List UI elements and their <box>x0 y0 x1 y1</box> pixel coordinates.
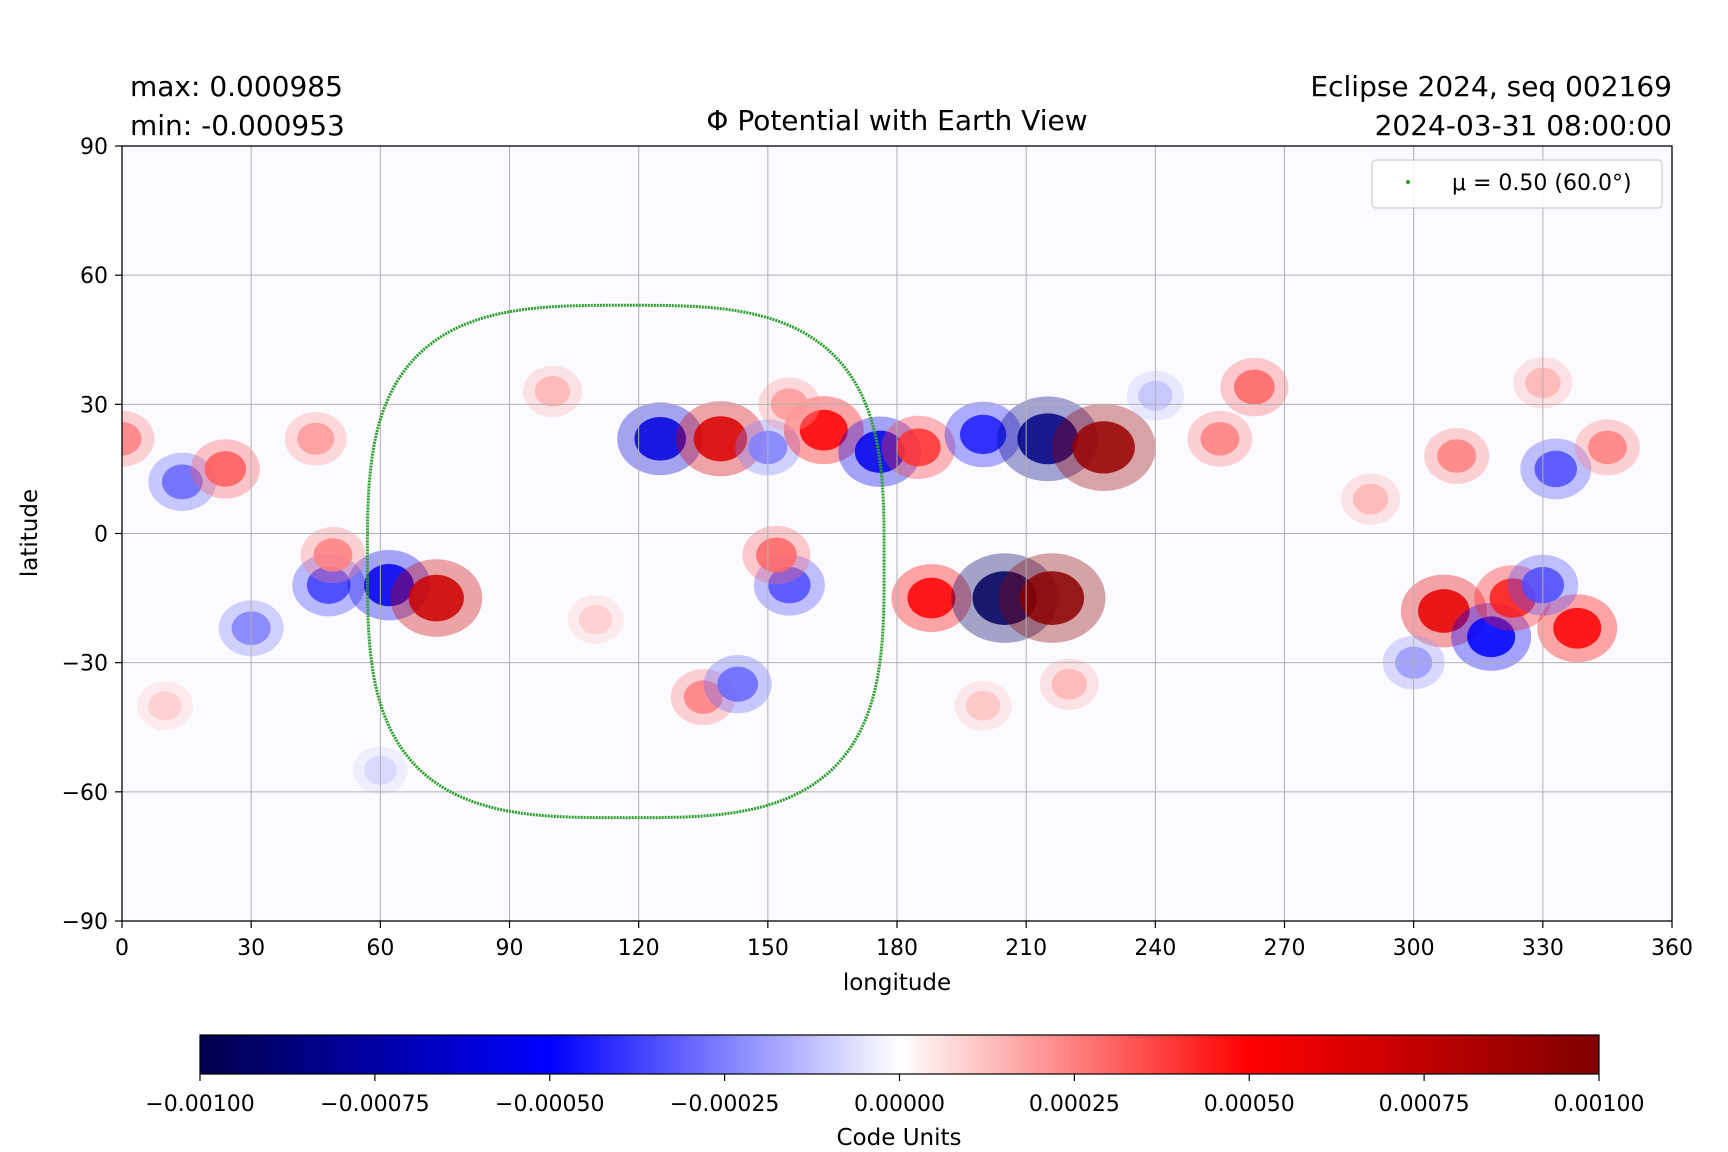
heatmap-blob <box>161 464 203 500</box>
heatmap-blob <box>1418 589 1470 633</box>
colorbar-tick-label: −0.00025 <box>670 1092 779 1117</box>
y-axis-ticks: 90 60 30 0 −30 −60 −90 <box>62 135 122 935</box>
y-tick-label: −30 <box>62 652 108 677</box>
x-tick-label: 60 <box>366 936 394 961</box>
colorbar-tick-label: −0.00075 <box>320 1092 429 1117</box>
x-tick-label: 180 <box>876 936 918 961</box>
heatmap-blob <box>965 690 1001 721</box>
heatmap-blob <box>364 564 414 607</box>
colorbar-tick-label: −0.00050 <box>495 1092 604 1117</box>
heatmap-blob <box>768 566 811 604</box>
colorbar-tick-label: 0.00000 <box>854 1092 945 1117</box>
heatmap-blob <box>204 451 247 487</box>
y-tick-label: 0 <box>94 523 108 548</box>
heatmap-blob <box>1587 430 1627 465</box>
x-tick-label: 210 <box>1005 936 1047 961</box>
x-tick-label: 240 <box>1134 936 1176 961</box>
heatmap-blob <box>896 428 941 467</box>
heatmap-blob <box>1233 369 1275 405</box>
heatmap-blob <box>799 409 848 451</box>
colorbar <box>199 1034 1600 1075</box>
heatmap-blob <box>1352 483 1389 515</box>
x-tick-label: 150 <box>747 936 789 961</box>
colorbar-tick-label: −0.00100 <box>145 1092 254 1117</box>
x-tick-label: 120 <box>618 936 660 961</box>
heatmap-blob <box>634 416 686 461</box>
heatmap-blob <box>578 604 613 635</box>
x-tick-label: 330 <box>1522 936 1564 961</box>
chart-title: Φ Potential with Earth View <box>706 104 1087 137</box>
colorbar-tick-label: 0.00100 <box>1554 1092 1645 1117</box>
y-tick-label: 30 <box>80 393 108 418</box>
heatmap-blob <box>534 376 571 407</box>
x-tick-label: 270 <box>1264 936 1306 961</box>
heatmap-blob <box>1467 616 1516 658</box>
timestamp-label: 2024-03-31 08:00:00 <box>1375 109 1672 142</box>
x-axis-ticks: 0 30 60 90 120 150 180 210 240 270 300 330 360 <box>115 921 1693 961</box>
potential-heatmap <box>122 357 1640 795</box>
heatmap-blob <box>408 574 464 622</box>
x-tick-label: 300 <box>1393 936 1435 961</box>
y-tick-label: 60 <box>80 264 108 289</box>
heatmap-blob <box>297 422 335 455</box>
legend-box <box>1371 159 1663 209</box>
sequence-label: Eclipse 2024, seq 002169 <box>1310 70 1672 103</box>
heatmap-blob <box>1534 450 1578 488</box>
heatmap-blob <box>1553 607 1602 649</box>
legend-label: μ = 0.50 (60.0°) <box>1452 171 1632 196</box>
legend: μ = 0.50 (60.0°) <box>1371 159 1663 209</box>
x-tick-label: 360 <box>1651 936 1693 961</box>
x-tick-label: 0 <box>115 936 129 961</box>
heatmap-blob <box>972 571 1037 625</box>
colorbar-tick-label: 0.00075 <box>1379 1092 1470 1117</box>
y-tick-label: 90 <box>80 135 108 160</box>
heatmap-blob <box>717 666 759 702</box>
colorbar-tick-label: 0.00025 <box>1029 1092 1120 1117</box>
x-tick-label: 90 <box>496 936 524 961</box>
heatmap-blob <box>1200 421 1240 456</box>
max-value-label: max: 0.000985 <box>130 70 343 103</box>
heatmap-blob <box>1017 413 1078 465</box>
heatmap-blob <box>960 414 1007 455</box>
x-tick-label: 30 <box>237 936 265 961</box>
y-axis-title: latitude <box>17 489 43 577</box>
heatmap-blob <box>313 538 353 572</box>
earth-view-contour <box>365 303 886 820</box>
legend-marker <box>1406 180 1410 184</box>
y-tick-label: −90 <box>62 910 108 935</box>
y-tick-label: −60 <box>62 781 108 806</box>
colorbar-title: Code Units <box>837 1125 962 1151</box>
colorbar-ticks: −0.00100 −0.00075 −0.00050 −0.00025 0.00000 0… <box>145 1074 1644 1117</box>
heatmap-blob <box>1072 421 1135 474</box>
heatmap-blob <box>1437 439 1477 473</box>
heatmap-blob <box>683 680 723 714</box>
x-axis-title: longitude <box>843 970 951 996</box>
heatmap-blob <box>306 566 351 604</box>
heatmap-blob <box>1019 571 1085 625</box>
heatmap-blob <box>756 537 797 573</box>
heatmap-blob <box>693 416 748 462</box>
earth-view-contour-line <box>365 303 886 820</box>
heatmap-blob <box>1051 668 1087 700</box>
heatmap-blob <box>907 577 956 619</box>
heatmap-blob <box>122 421 142 456</box>
heatmap-blob <box>148 691 182 721</box>
colorbar-tick-label: 0.00050 <box>1204 1092 1295 1117</box>
min-value-label: min: -0.000953 <box>130 109 345 142</box>
